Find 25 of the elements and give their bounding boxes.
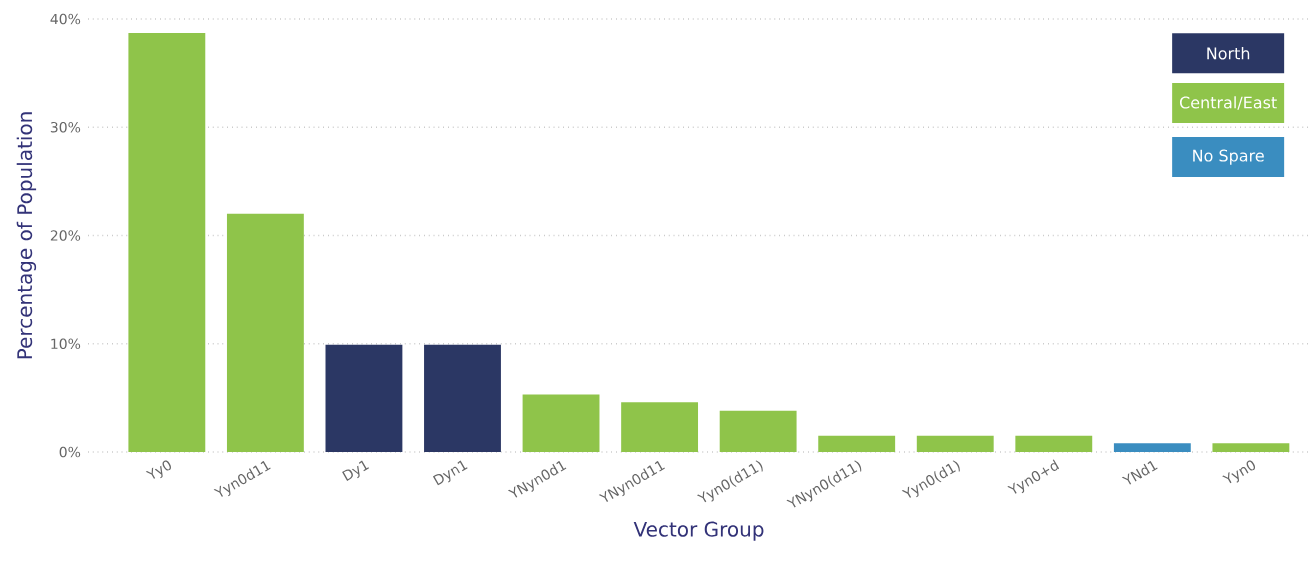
y-tick-label: 0% — [59, 446, 81, 458]
bar — [1113, 443, 1191, 452]
x-tick-label: Dy1 — [342, 460, 370, 481]
text: Central/East — [1179, 96, 1277, 110]
bar — [424, 344, 501, 452]
bar — [818, 435, 896, 452]
bar — [621, 402, 699, 452]
bar — [1015, 435, 1093, 452]
y-tick-label: 30% — [50, 121, 81, 133]
text: No Spare — [1193, 149, 1264, 165]
bar — [719, 410, 797, 452]
bar — [916, 435, 994, 452]
bar — [522, 394, 600, 452]
x-tick-label: Yyn0 — [1222, 460, 1256, 484]
y-axis-title: Percentage of Population — [16, 112, 37, 359]
y-tick-label: 40% — [50, 13, 81, 25]
x-axis-title: Vector Group — [633, 521, 764, 541]
y-tick-label: 20% — [50, 230, 81, 241]
bar — [128, 33, 206, 452]
bar — [226, 213, 304, 452]
text: North — [1207, 47, 1250, 60]
x-tick-label: Yy0 — [145, 460, 171, 479]
bar — [1212, 443, 1290, 452]
y-tick-label: 10% — [51, 338, 81, 350]
bar — [325, 344, 403, 452]
